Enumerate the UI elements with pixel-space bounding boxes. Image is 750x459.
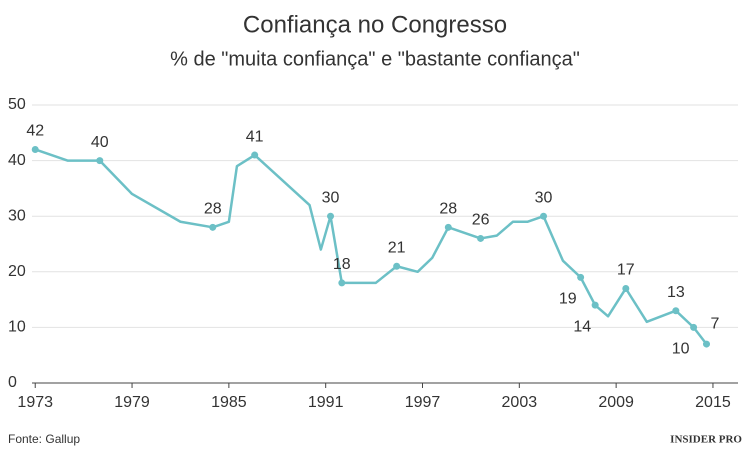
y-tick-label: 20 bbox=[8, 263, 26, 280]
y-tick-label: 50 bbox=[8, 96, 26, 113]
point bbox=[703, 340, 710, 348]
point bbox=[540, 212, 548, 220]
data-label: 40 bbox=[91, 134, 109, 151]
x-tick-label: 1979 bbox=[114, 394, 150, 411]
point bbox=[251, 151, 259, 159]
point bbox=[327, 212, 335, 220]
chart-title: Confiança no Congresso bbox=[243, 11, 507, 38]
point bbox=[577, 273, 585, 281]
x-tick-label: 2015 bbox=[695, 394, 731, 411]
data-label: 30 bbox=[322, 189, 340, 206]
data-label: 17 bbox=[617, 262, 635, 279]
data-label: 18 bbox=[333, 256, 351, 273]
y-tick-label: 30 bbox=[8, 207, 26, 224]
data-label: 28 bbox=[439, 201, 457, 218]
logo: INSIDER PRO bbox=[670, 434, 742, 446]
data-label: 14 bbox=[573, 318, 591, 335]
point bbox=[31, 145, 39, 153]
data-label: 41 bbox=[246, 128, 264, 145]
point bbox=[393, 262, 401, 270]
point bbox=[338, 279, 346, 287]
y-tick-label: 10 bbox=[8, 319, 26, 336]
y-tick-label: 40 bbox=[8, 152, 26, 169]
point bbox=[622, 284, 630, 292]
point bbox=[209, 223, 217, 231]
data-label: 7 bbox=[711, 315, 720, 332]
data-label: 13 bbox=[667, 284, 685, 301]
point bbox=[96, 157, 104, 165]
data-label: 42 bbox=[26, 123, 44, 140]
point bbox=[477, 234, 485, 242]
data-label: 19 bbox=[559, 291, 577, 308]
point bbox=[444, 223, 452, 231]
x-tick-label: 2009 bbox=[598, 394, 634, 411]
x-tick-label: 2003 bbox=[502, 394, 538, 411]
x-tick-label: 1997 bbox=[405, 394, 441, 411]
chart-subtitle: % de "muita confiança" e "bastante confi… bbox=[170, 48, 580, 70]
data-label: 10 bbox=[672, 341, 690, 358]
point bbox=[591, 301, 599, 309]
y-tick-label: 0 bbox=[8, 374, 17, 391]
x-tick-label: 1991 bbox=[308, 394, 344, 411]
data-label: 26 bbox=[472, 212, 490, 229]
data-label: 21 bbox=[388, 239, 406, 256]
x-tick-label: 1973 bbox=[17, 394, 53, 411]
point bbox=[690, 323, 698, 331]
source: Fonte: Gallup bbox=[8, 432, 80, 446]
point bbox=[672, 307, 680, 315]
data-label: 30 bbox=[535, 189, 553, 206]
line bbox=[34, 148, 708, 345]
x-tick-label: 1985 bbox=[211, 394, 247, 411]
data-label: 28 bbox=[204, 201, 222, 218]
